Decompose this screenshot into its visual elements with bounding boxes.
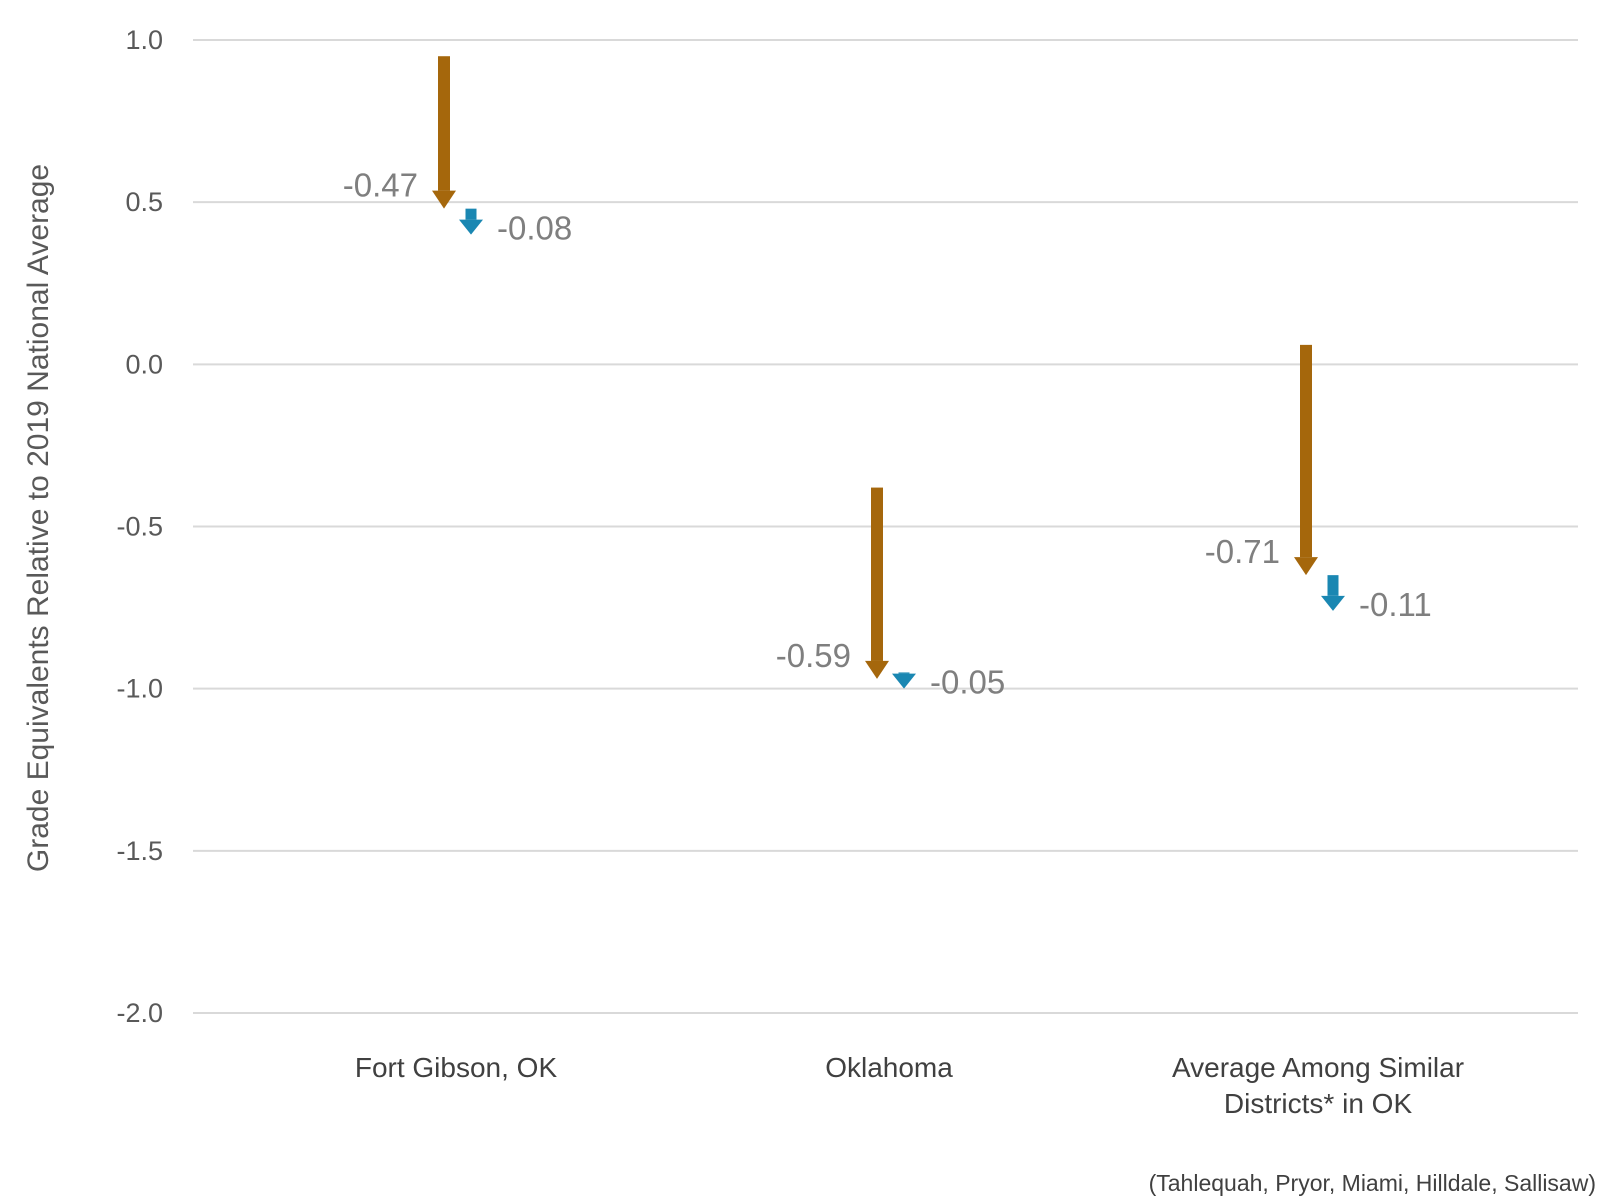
y-tick-label: -2.0: [116, 998, 163, 1028]
category-label-line: Average Among Similar: [1172, 1052, 1464, 1083]
footnote: (Tahlequah, Pryor, Miami, Hilldale, Sall…: [1148, 1170, 1596, 1196]
arrow-head: [459, 219, 483, 235]
arrow-shaft: [1327, 575, 1339, 596]
y-tick-label: 0.0: [125, 349, 163, 379]
arrow-shaft: [465, 208, 477, 220]
data-label: -0.71: [1205, 533, 1280, 570]
arrow-shaft: [1300, 344, 1312, 558]
gridlines: [193, 39, 1578, 1014]
y-tick-label: -0.5: [116, 512, 163, 542]
data-label: -0.05: [930, 664, 1005, 701]
change-arrow: -0.47: [343, 56, 456, 209]
category-label-line: Districts* in OK: [1224, 1088, 1413, 1119]
y-axis-label: Grade Equivalents Relative to 2019 Natio…: [22, 164, 55, 872]
arrow-head: [892, 673, 916, 689]
y-tick-label: -1.5: [116, 836, 163, 866]
y-axis-ticks: 1.0 0.5 0.0 -0.5 -1.0 -1.5 -2.0: [116, 25, 163, 1028]
arrow-head: [865, 660, 889, 679]
data-label: -0.59: [776, 637, 851, 674]
data-label: -0.11: [1359, 586, 1432, 623]
arrow-series: -0.47 -0.59 -0.71 -0.08 -0.05 -0.11: [343, 56, 1432, 701]
category-label: Average Among Similar Districts* in OK: [1172, 1052, 1464, 1119]
arrow-shaft: [898, 672, 910, 674]
category-label: Fort Gibson, OK: [355, 1052, 558, 1083]
change-arrow: -0.05: [892, 664, 1005, 701]
y-tick-label: -1.0: [116, 674, 163, 704]
category-label-line: Fort Gibson, OK: [355, 1052, 558, 1083]
arrow-head: [432, 190, 456, 209]
arrow-shaft: [871, 487, 883, 661]
x-axis-categories: Fort Gibson, OK Oklahoma Average Among Sim…: [355, 1052, 1464, 1119]
change-arrow: -0.11: [1321, 575, 1432, 623]
data-label: -0.47: [343, 167, 418, 204]
arrow-head: [1321, 595, 1345, 611]
y-tick-label: 1.0: [125, 25, 163, 55]
category-label-line: Oklahoma: [825, 1052, 953, 1083]
change-arrow: -0.59: [776, 487, 889, 679]
change-arrow: -0.08: [459, 208, 572, 247]
change-arrow: -0.71: [1205, 344, 1318, 576]
arrow-head: [1294, 557, 1318, 576]
arrow-shaft: [438, 56, 450, 191]
category-label: Oklahoma: [825, 1052, 953, 1083]
series-1: -0.47 -0.59 -0.71: [343, 56, 1318, 679]
data-label: -0.08: [497, 210, 572, 247]
series-2: -0.08 -0.05 -0.11: [459, 208, 1432, 701]
y-tick-label: 0.5: [125, 187, 163, 217]
